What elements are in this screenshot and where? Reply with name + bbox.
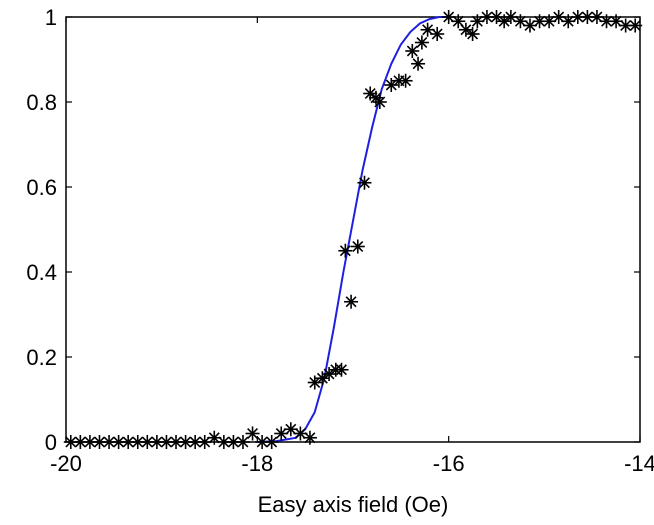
data-point bbox=[542, 14, 557, 29]
data-point bbox=[411, 56, 426, 71]
data-point bbox=[338, 243, 353, 258]
data-point bbox=[580, 10, 595, 24]
data-markers bbox=[63, 10, 643, 449]
y-tick-label: 0.6 bbox=[26, 175, 57, 200]
x-tick-label: -18 bbox=[241, 451, 273, 476]
data-point bbox=[628, 18, 643, 33]
plot-area bbox=[65, 16, 641, 443]
data-point bbox=[307, 375, 322, 390]
data-point bbox=[82, 435, 97, 449]
data-point bbox=[384, 78, 399, 92]
data-point bbox=[465, 27, 480, 41]
y-tick-label: 0.4 bbox=[26, 260, 57, 285]
data-point bbox=[264, 435, 279, 449]
data-point bbox=[344, 294, 359, 309]
y-tick-label: 1 bbox=[45, 5, 57, 30]
data-point bbox=[235, 435, 250, 449]
axis-ticks: -20 -18 -16 -14 0 0.2 0.4 0.6 0.8 1 bbox=[26, 5, 654, 476]
data-point bbox=[430, 27, 445, 41]
data-point bbox=[414, 35, 429, 50]
data-point bbox=[197, 435, 212, 449]
data-point bbox=[302, 430, 317, 445]
x-tick-label: -14 bbox=[624, 451, 654, 476]
data-point bbox=[561, 14, 576, 29]
data-point bbox=[599, 14, 614, 29]
data-point bbox=[489, 10, 504, 24]
data-point bbox=[149, 435, 164, 449]
data-point bbox=[245, 426, 260, 441]
x-tick-label: -16 bbox=[433, 451, 465, 476]
data-point bbox=[441, 10, 456, 24]
y-tick-label: 0.8 bbox=[26, 90, 57, 115]
y-tick-label: 0 bbox=[45, 430, 57, 455]
data-point bbox=[357, 175, 372, 190]
data-point bbox=[398, 73, 413, 88]
data-point bbox=[372, 95, 387, 109]
y-tick-label: 0.2 bbox=[26, 345, 57, 370]
data-point bbox=[350, 239, 365, 254]
x-tick-label: -20 bbox=[50, 451, 82, 476]
data-point bbox=[334, 362, 349, 377]
data-point bbox=[73, 435, 88, 449]
x-axis-label: Easy axis field (Oe) bbox=[258, 492, 449, 517]
data-point bbox=[405, 44, 420, 58]
data-point bbox=[178, 435, 193, 449]
